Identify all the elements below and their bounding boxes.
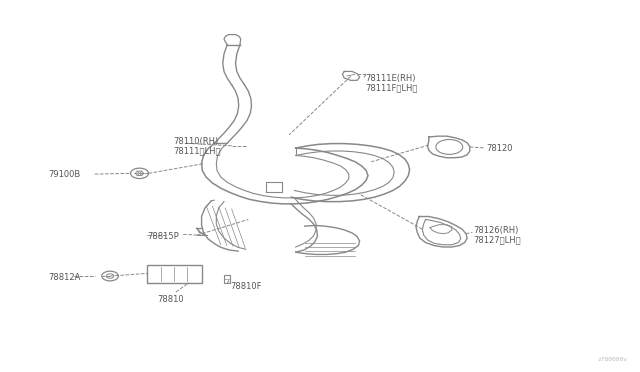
- Text: 78120: 78120: [486, 144, 513, 153]
- Text: 78110(RH): 78110(RH): [173, 137, 218, 146]
- Text: 78810: 78810: [157, 295, 184, 304]
- Text: 78111〈LH〉: 78111〈LH〉: [173, 146, 220, 155]
- Text: 78810F: 78810F: [230, 282, 262, 291]
- Text: 78127〈LH〉: 78127〈LH〉: [474, 235, 521, 244]
- Text: 78812A: 78812A: [48, 273, 81, 282]
- Text: 79100B: 79100B: [48, 170, 80, 179]
- Text: 78815P: 78815P: [147, 232, 179, 241]
- Text: 78126(RH): 78126(RH): [474, 226, 519, 235]
- Text: z780000v: z780000v: [597, 357, 627, 362]
- Text: 78111F〈LH〉: 78111F〈LH〉: [365, 83, 417, 92]
- Text: 78111E(RH): 78111E(RH): [365, 74, 415, 83]
